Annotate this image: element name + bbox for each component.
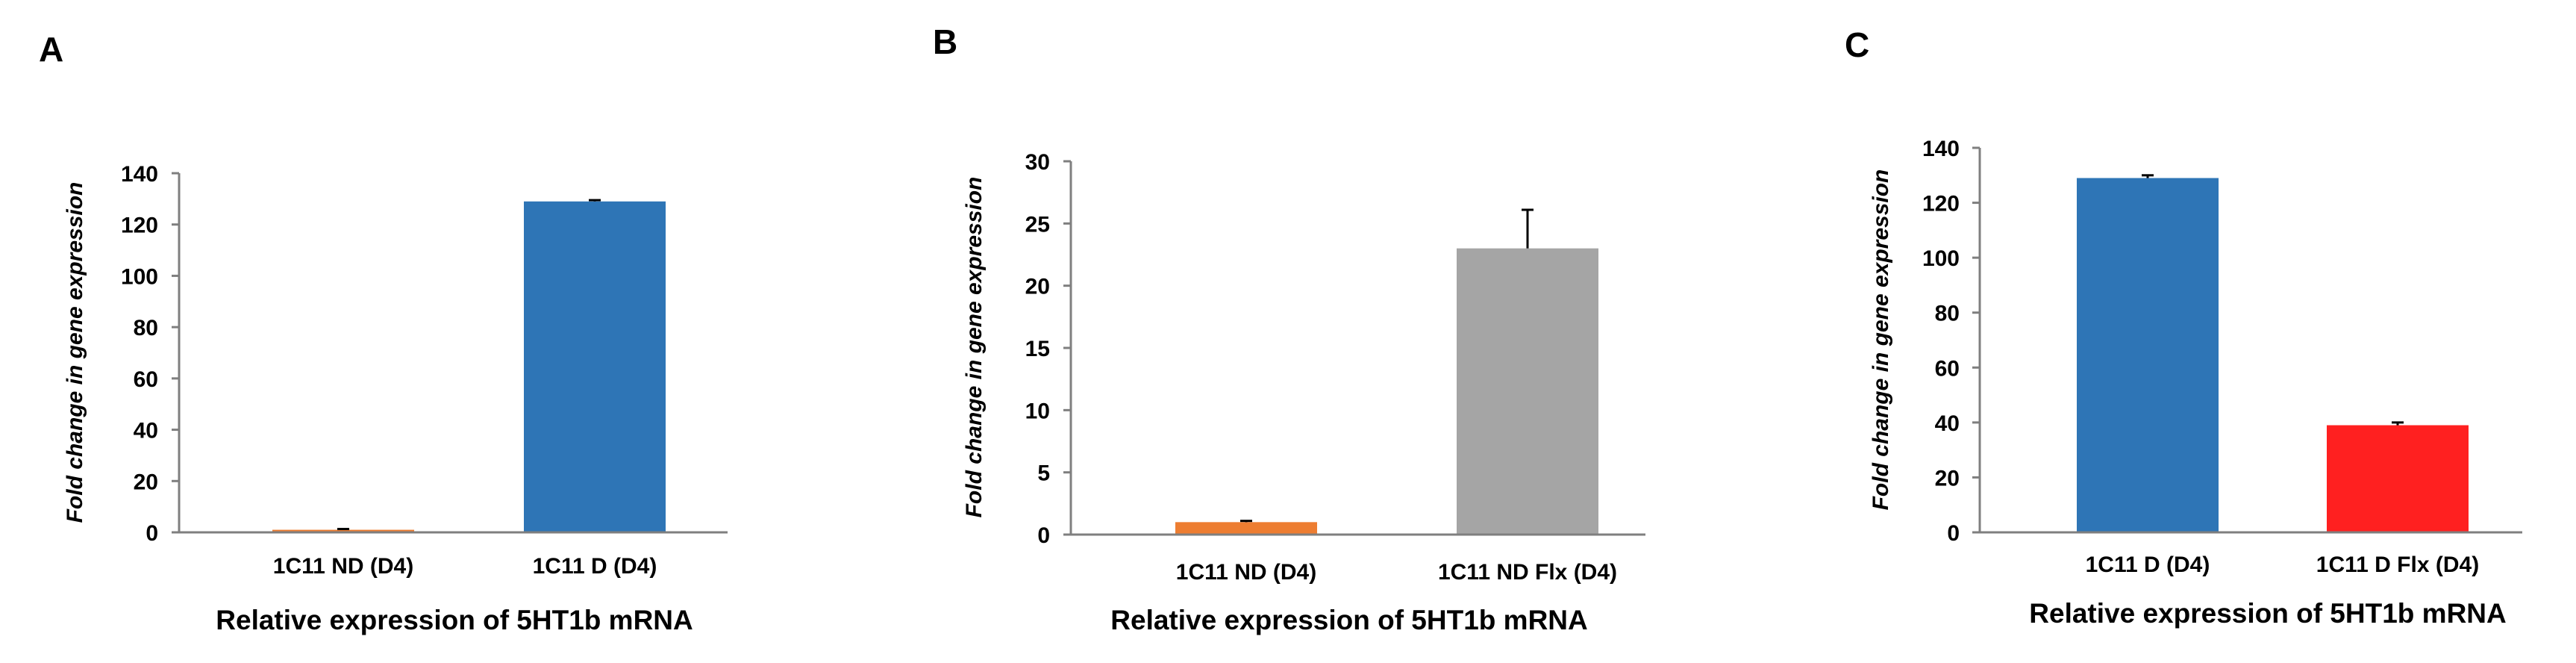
x-axis-title: Relative expression of 5HT1b mRNA — [216, 605, 693, 635]
y-tick-label: 140 — [1922, 137, 1960, 161]
bar — [2327, 425, 2469, 532]
y-axis-title: Fold change in gene expression — [63, 182, 87, 523]
y-tick-label: 140 — [121, 162, 158, 187]
bar — [1175, 522, 1317, 535]
y-tick-label: 60 — [1935, 356, 1960, 381]
y-axis-title: Fold change in gene expression — [962, 177, 987, 518]
y-tick-label: 100 — [121, 264, 158, 289]
y-tick-label: 100 — [1922, 246, 1960, 271]
y-tick-label: 40 — [134, 419, 158, 443]
panel-a: A 0 20 40 60 80 100 120 140 1C11 ND (D4) 1C11 D (… — [39, 30, 728, 635]
y-tick-label: 80 — [1935, 302, 1960, 326]
category-label: 1C11 ND (D4) — [273, 554, 413, 579]
x-axis-title: Relative expression of 5HT1b mRNA — [2029, 598, 2506, 629]
y-tick-label: 10 — [1025, 399, 1050, 423]
x-axis-title: Relative expression of 5HT1b mRNA — [1110, 605, 1587, 635]
y-tick-label: 0 — [1947, 521, 1960, 546]
category-label: 1C11 D Flx (D4) — [2316, 552, 2479, 577]
y-tick-label: 20 — [1025, 275, 1050, 299]
bar — [2077, 178, 2219, 532]
category-label: 1C11 D (D4) — [2086, 552, 2210, 577]
panel-c: C 0 20 40 60 80 100 120 140 1C11 D (D4) 1C11 D Fl… — [1845, 25, 2522, 629]
category-label: 1C11 ND Flx (D4) — [1438, 560, 1617, 585]
bar — [1457, 248, 1598, 535]
y-tick-label: 15 — [1025, 337, 1050, 361]
y-tick-label: 30 — [1025, 150, 1050, 175]
y-tick-label: 120 — [1922, 192, 1960, 217]
category-label: 1C11 D (D4) — [533, 554, 657, 579]
bar — [524, 201, 666, 532]
y-tick-label: 25 — [1025, 212, 1050, 237]
panel-b: B 0 5 10 15 20 25 30 1C11 ND (D4) 1C11 ND Flx (D… — [933, 22, 1645, 635]
panel-letter-c: C — [1845, 25, 1869, 64]
y-tick-label: 20 — [1935, 466, 1960, 491]
y-axis-title: Fold change in gene expression — [1869, 169, 1893, 511]
y-tick-label: 80 — [134, 316, 158, 340]
y-tick-label: 0 — [1037, 523, 1050, 548]
panel-letter-b: B — [933, 22, 957, 61]
y-tick-label: 120 — [121, 214, 158, 238]
y-tick-label: 0 — [146, 521, 158, 546]
y-tick-label: 60 — [134, 367, 158, 392]
category-label: 1C11 ND (D4) — [1176, 560, 1316, 585]
y-tick-label: 40 — [1935, 411, 1960, 436]
bar — [272, 529, 414, 532]
y-tick-label: 20 — [134, 470, 158, 494]
panel-letter-a: A — [39, 30, 63, 69]
y-tick-label: 5 — [1037, 461, 1050, 486]
